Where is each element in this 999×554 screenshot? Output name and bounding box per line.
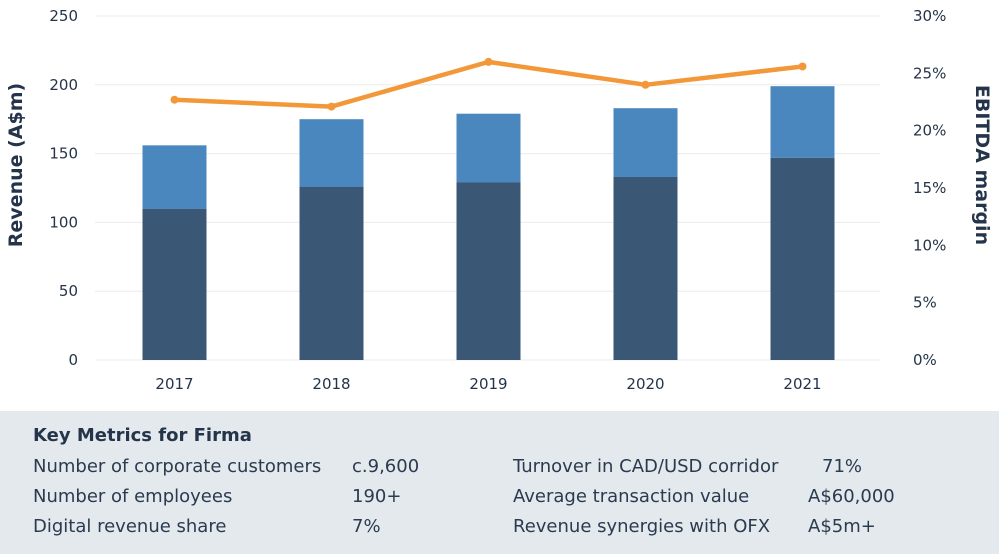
key-metrics-panel: Key Metrics for Firma Number of corporat… — [0, 411, 999, 554]
bar-segment-0 — [613, 176, 678, 360]
y-tick-label: 200 — [49, 76, 78, 94]
y-tick-label: 0 — [68, 351, 78, 369]
y2-tick-label: 5% — [913, 294, 937, 312]
y-axis-label: Revenue (A$m) — [5, 83, 27, 247]
x-tick-label: 2020 — [626, 375, 664, 393]
metrics-title: Key Metrics for Firma — [33, 425, 252, 446]
revenue-ebitda-chart: 0 50 100 150 200 250 0% 5% 10% 15% 20% 25% 30% 2017 20… — [5, 7, 993, 393]
metric-label: Number of employees — [33, 486, 233, 507]
metric-value: 71% — [822, 456, 863, 477]
y-tick-label: 250 — [49, 7, 78, 25]
metric-label: Revenue synergies with OFX — [513, 516, 771, 537]
metric-label: Number of corporate customers — [33, 456, 322, 477]
metric-value: A$60,000 — [808, 486, 895, 507]
metric-value: 7% — [352, 516, 381, 537]
bar-segment-0 — [456, 182, 521, 360]
y2-tick-label: 0% — [913, 351, 937, 369]
ebitda-margin-point — [327, 102, 336, 111]
bar-segment-0 — [770, 157, 835, 360]
y-tick-label: 150 — [49, 145, 78, 163]
ebitda-margin-point — [641, 80, 650, 89]
x-tick-label: 2017 — [155, 375, 193, 393]
y2-tick-label: 10% — [913, 236, 946, 254]
bar-segment-0 — [142, 208, 207, 360]
bar-segment-0 — [299, 186, 364, 360]
metric-label: Digital revenue share — [33, 516, 227, 537]
metric-value: A$5m+ — [808, 516, 876, 537]
ebitda-margin-point — [798, 62, 807, 71]
bar-segment-1 — [299, 119, 364, 187]
y2-tick-label: 15% — [913, 179, 946, 197]
ebitda-margin-point — [170, 95, 179, 104]
y2-tick-label: 30% — [913, 7, 946, 25]
metric-value: c.9,600 — [352, 456, 420, 477]
ebitda-margin-line — [174, 59, 803, 109]
y-tick-label: 100 — [49, 213, 78, 231]
x-tick-label: 2021 — [783, 375, 821, 393]
bar-segment-1 — [613, 108, 678, 177]
ebitda-margin-point — [484, 57, 493, 66]
bar-segment-1 — [770, 86, 835, 158]
x-tick-label: 2018 — [312, 375, 350, 393]
y2-tick-label: 25% — [913, 64, 946, 82]
bar-segment-1 — [142, 145, 207, 209]
metric-label: Turnover in CAD/USD corridor — [513, 456, 779, 477]
metric-value: 190+ — [352, 486, 402, 507]
y-tick-label: 50 — [59, 282, 78, 300]
y2-tick-label: 20% — [913, 122, 946, 140]
x-tick-label: 2019 — [469, 375, 507, 393]
bar-segment-1 — [456, 113, 521, 183]
y2-axis-label: EBITDA margin — [971, 85, 993, 245]
metric-label: Average transaction value — [513, 486, 750, 507]
